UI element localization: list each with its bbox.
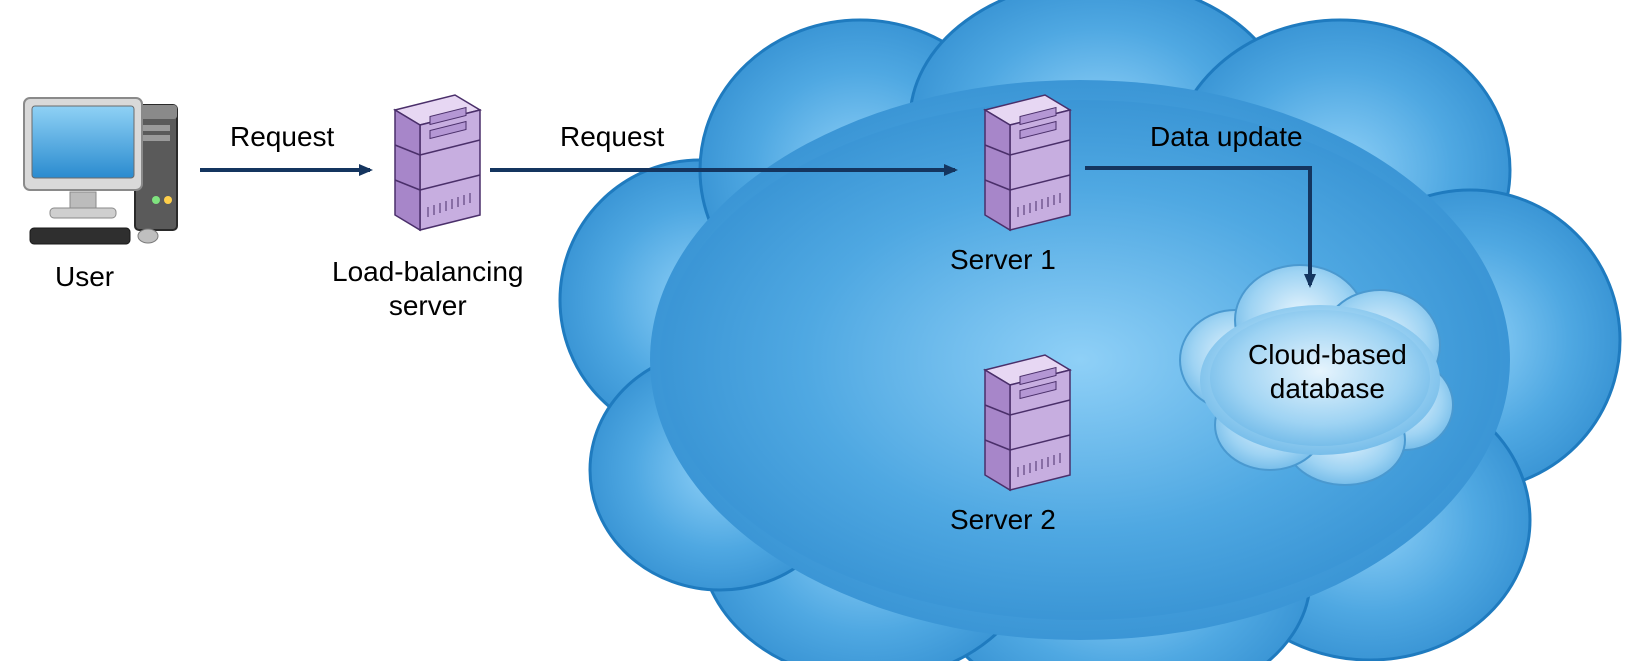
big-cloud bbox=[0, 0, 1645, 661]
user-icon bbox=[0, 0, 1645, 661]
load-balancer-icon bbox=[0, 0, 1645, 661]
server1-label: Server 1 bbox=[950, 243, 1056, 277]
diagram-stage: User Load-balancing server Server 1 Serv… bbox=[0, 0, 1645, 661]
small-cloud bbox=[0, 0, 1645, 661]
edge-label-request1: Request bbox=[230, 120, 334, 154]
arrow-server1-to-db bbox=[1085, 168, 1310, 285]
server2-icon bbox=[0, 0, 1645, 661]
server2-label: Server 2 bbox=[950, 503, 1056, 537]
load-balancer-label: Load-balancing server bbox=[332, 255, 524, 322]
edge-label-request2: Request bbox=[560, 120, 664, 154]
user-label: User bbox=[55, 260, 114, 294]
server1-icon bbox=[0, 0, 1645, 661]
arrows bbox=[0, 0, 1645, 661]
edge-label-dataupdate: Data update bbox=[1150, 120, 1303, 154]
cloud-db-label: Cloud-based database bbox=[1248, 338, 1407, 405]
